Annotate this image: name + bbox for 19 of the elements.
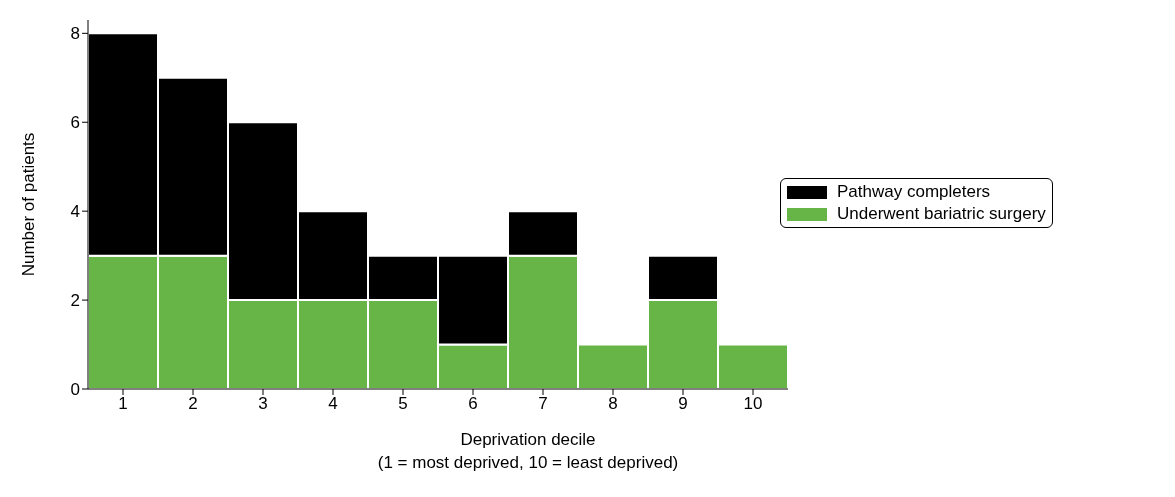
x-tick-label: 4 [328, 394, 338, 414]
x-tick-label: 2 [188, 394, 198, 414]
x-tick-label: 9 [678, 394, 688, 414]
legend-label: Underwent bariatric surgery [837, 204, 1046, 224]
x-tick-label: 6 [468, 394, 478, 414]
x-tick-label: 5 [398, 394, 408, 414]
legend-label: Pathway completers [837, 182, 991, 202]
y-tick-label: 8 [70, 24, 80, 44]
x-axis-title: Deprivation decile (1 = most deprived, 10 = least deprived) [376, 429, 680, 474]
y-tick-label: 0 [70, 380, 80, 400]
y-tick-label: 6 [70, 113, 80, 133]
x-tick-label: 1 [118, 394, 128, 414]
x-tick-label: 10 [743, 394, 763, 414]
x-tick-label: 8 [608, 394, 618, 414]
y-axis-title: Number of patients [19, 132, 39, 277]
y-tick-label: 2 [70, 291, 80, 311]
y-tick-label: 4 [70, 202, 80, 222]
x-tick-label: 3 [258, 394, 268, 414]
x-tick-label: 7 [538, 394, 548, 414]
